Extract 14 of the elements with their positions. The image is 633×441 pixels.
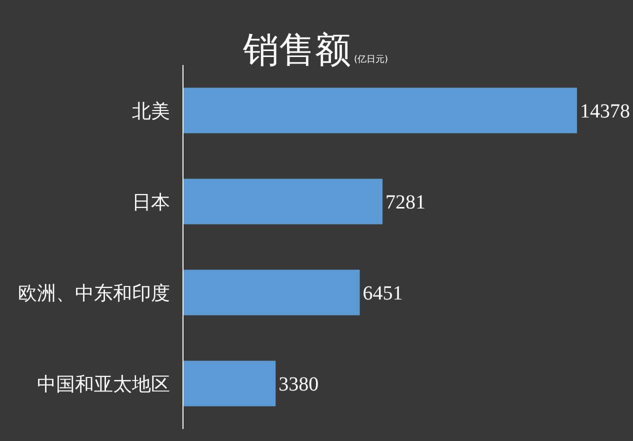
y-tick-label: 北美: [132, 100, 170, 122]
data-label: 3380: [278, 374, 319, 396]
bar: [183, 360, 276, 406]
data-label: 6451: [362, 282, 403, 304]
bar: [183, 270, 360, 316]
y-tick-label: 欧洲、中东和印度: [18, 282, 170, 304]
bar: [183, 178, 383, 224]
chart-subtitle: (亿日元): [354, 54, 388, 65]
y-tick-label: 中国和亚太地区: [37, 374, 170, 396]
bar: [183, 88, 577, 134]
data-label: 7281: [386, 192, 426, 214]
data-label: 14378: [580, 100, 630, 122]
chart-title: 销售额: [242, 30, 351, 71]
y-tick-label: 日本: [132, 192, 170, 214]
